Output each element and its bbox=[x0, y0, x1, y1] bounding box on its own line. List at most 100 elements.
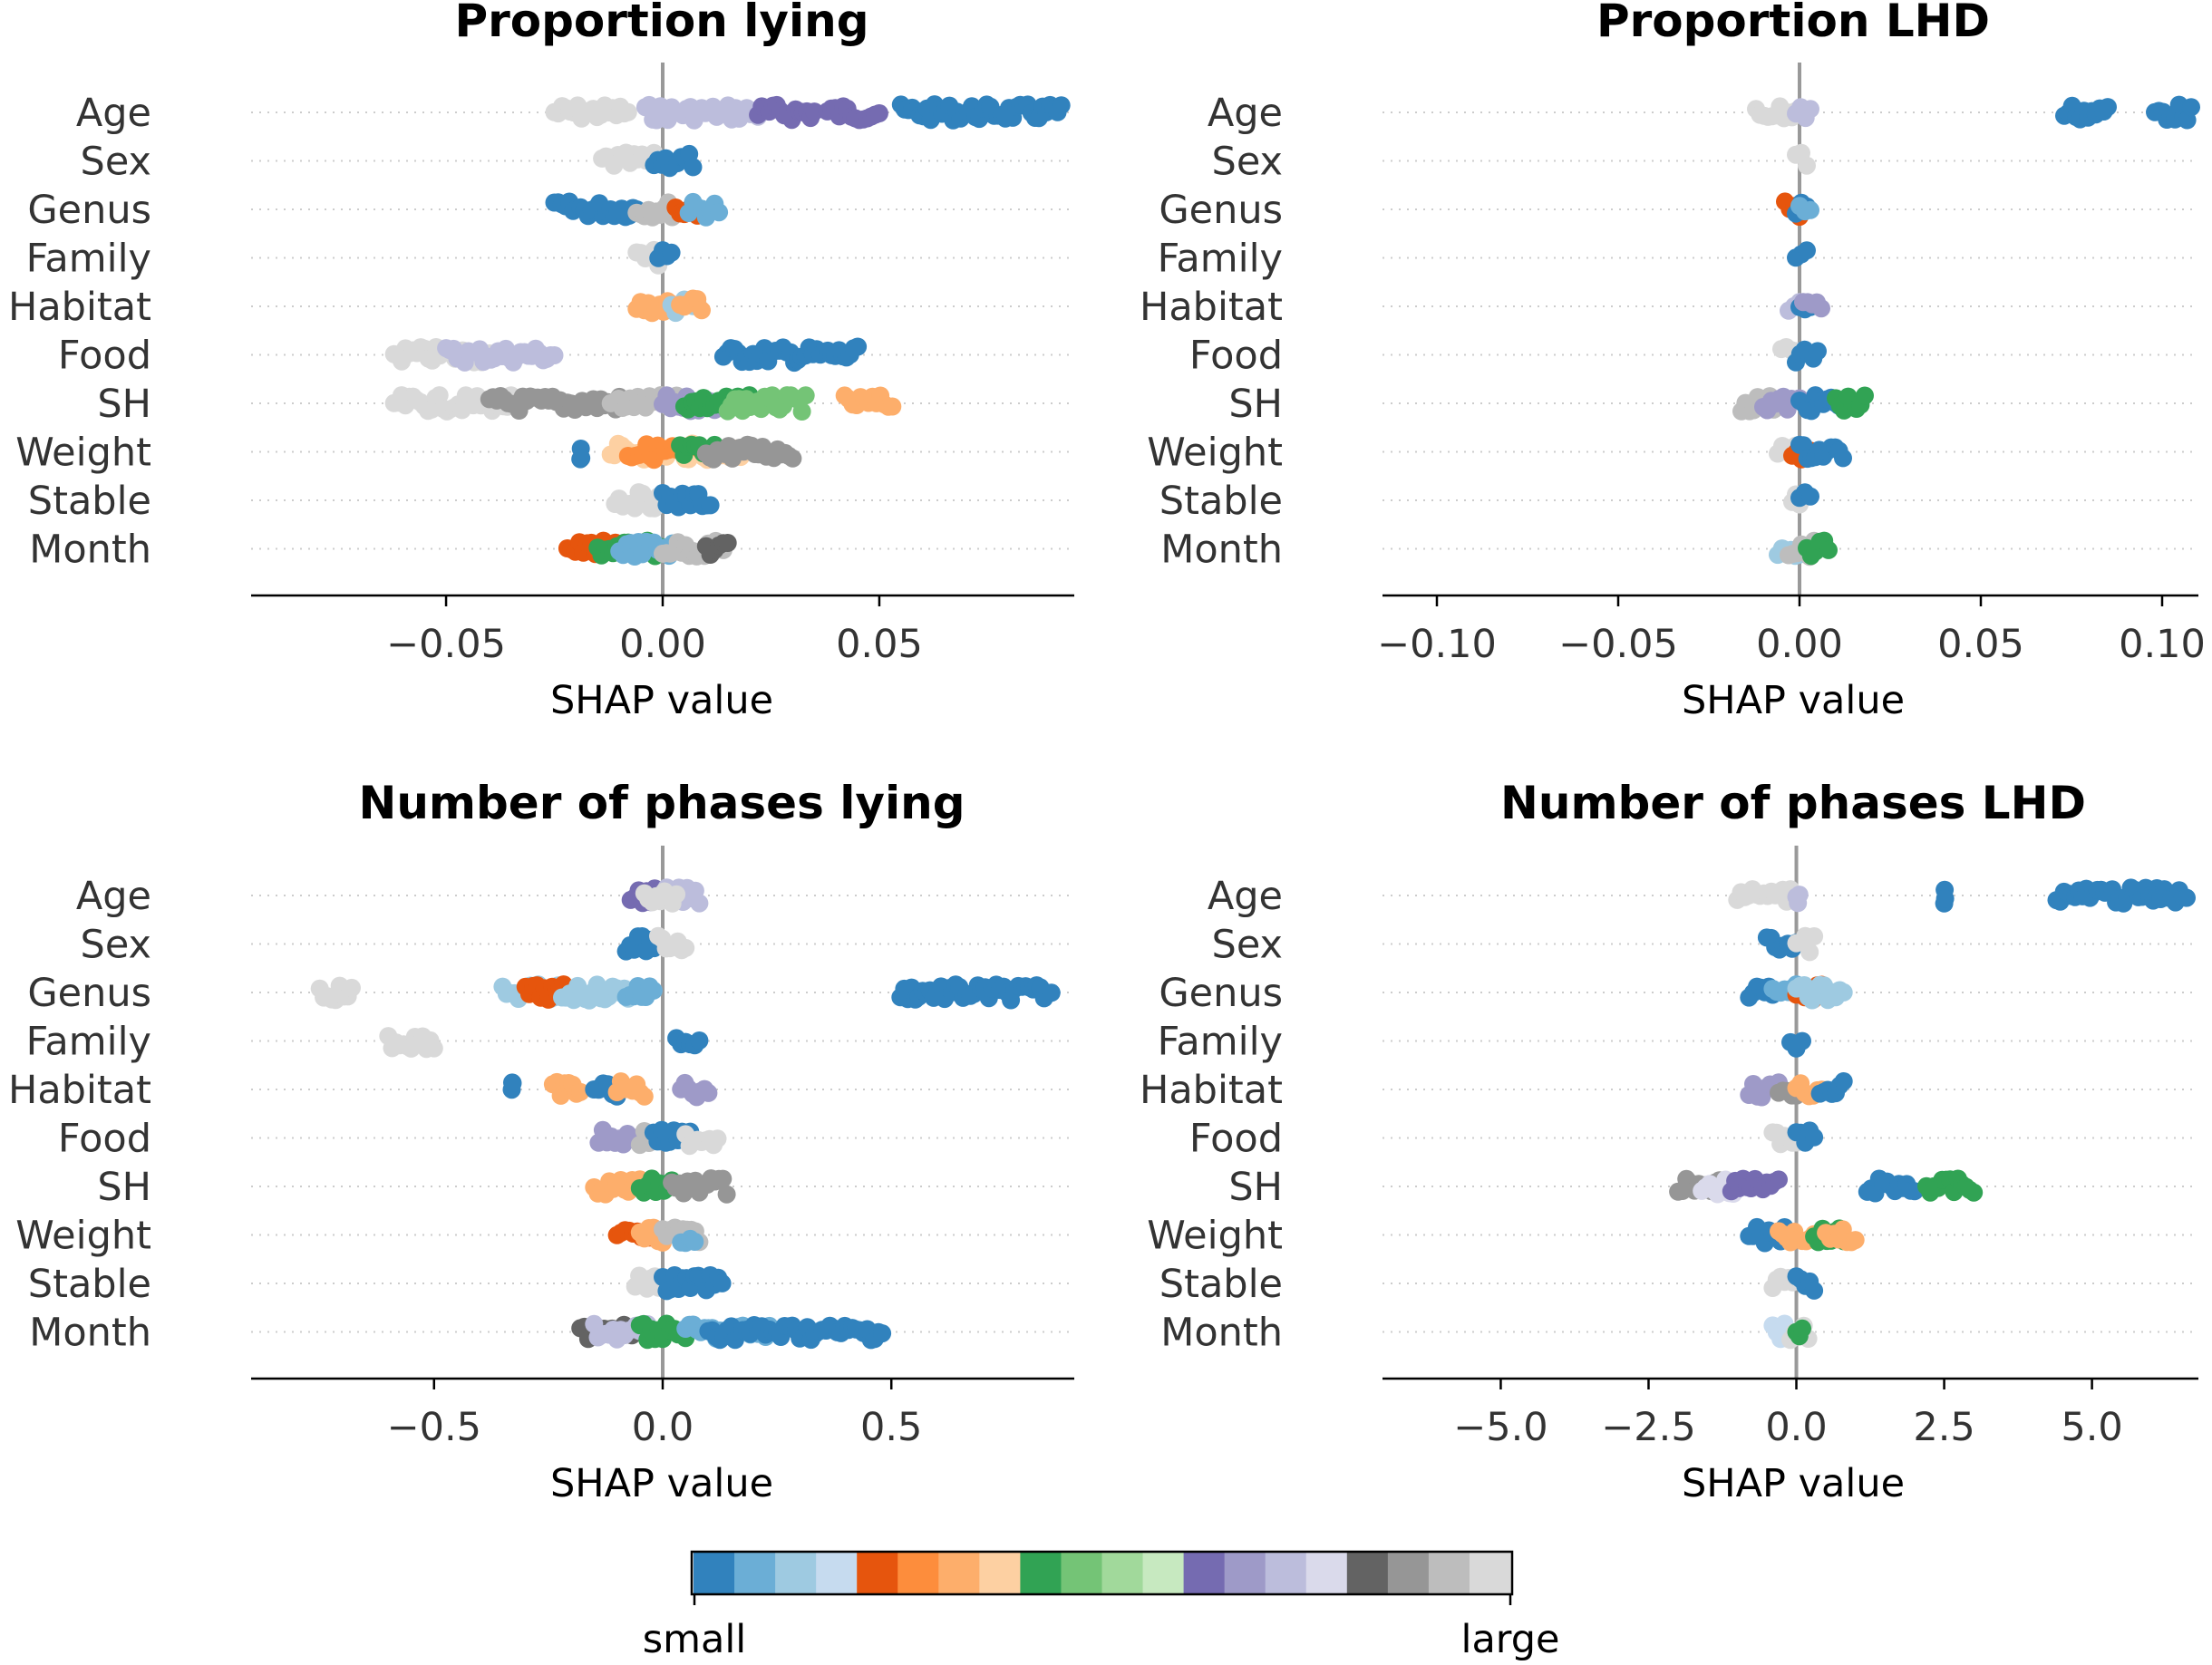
colorbar-swatch bbox=[857, 1553, 898, 1593]
colorbar-swatch bbox=[1224, 1553, 1266, 1593]
shap-point bbox=[718, 534, 737, 552]
colorbar-swatch bbox=[694, 1553, 735, 1593]
x-tick-label: 2.5 bbox=[1913, 1405, 1974, 1450]
x-tick-label: −0.05 bbox=[386, 622, 506, 667]
shap-point bbox=[883, 397, 902, 416]
x-tick-label: 0.00 bbox=[619, 622, 706, 667]
feature-labels: AgeSexGenusFamilyHabitatFoodSHWeightStab… bbox=[8, 91, 151, 573]
colorbar-swatch bbox=[816, 1553, 858, 1593]
x-ticks: −5.0 −2.5 0.0 2.5 5.0 bbox=[1453, 1379, 2123, 1450]
x-tick-label: −2.5 bbox=[1601, 1405, 1695, 1450]
feature-label-sh: SH bbox=[97, 1165, 151, 1210]
panel-title: Proportion lying bbox=[454, 0, 868, 47]
x-axis-label: SHAP value bbox=[550, 678, 773, 723]
colorbar-swatches bbox=[694, 1553, 1511, 1593]
shap-point bbox=[690, 894, 709, 913]
feature-label-family: Family bbox=[26, 1020, 151, 1065]
shap-point bbox=[572, 449, 591, 468]
x-tick-label: 0.0 bbox=[632, 1405, 694, 1450]
shap-point bbox=[503, 1074, 522, 1092]
colorbar-swatch bbox=[734, 1553, 776, 1593]
x-tick-label: 0.05 bbox=[836, 622, 923, 667]
colorbar-swatch bbox=[1387, 1553, 1430, 1593]
shap-point bbox=[1805, 1281, 1824, 1300]
feature-label-food: Food bbox=[1189, 334, 1283, 379]
x-tick-label: 0.05 bbox=[1937, 622, 2024, 667]
feature-label-food: Food bbox=[58, 334, 151, 379]
shap-point bbox=[1801, 200, 1819, 219]
shap-point bbox=[1801, 487, 1819, 506]
feature-label-stable: Stable bbox=[28, 1262, 151, 1307]
colorbar: small large bbox=[643, 1550, 1559, 1662]
feature-label-stable: Stable bbox=[28, 479, 151, 524]
panel-number-of-phases-lying: Number of phases lying AgeSexGenusFamily… bbox=[8, 777, 1074, 1506]
shap-point bbox=[1846, 1231, 1865, 1250]
colorbar-label-small: small bbox=[643, 1617, 747, 1662]
shap-point bbox=[717, 1185, 736, 1204]
x-tick-label: −0.10 bbox=[1377, 622, 1497, 667]
shap-point bbox=[1834, 1072, 1853, 1090]
shap-point bbox=[849, 337, 868, 356]
shap-point bbox=[713, 1273, 732, 1292]
panel-proportion-lhd: Proportion LHD AgeSexGenusFamilyHabitatF… bbox=[1140, 0, 2206, 723]
feature-gridlines bbox=[1382, 895, 2198, 1333]
shap-point bbox=[1042, 983, 1061, 1002]
shap-point bbox=[869, 104, 888, 122]
shap-point bbox=[699, 1083, 718, 1102]
feature-label-habitat: Habitat bbox=[8, 285, 151, 330]
feature-label-sh: SH bbox=[1228, 1165, 1283, 1210]
feature-gridlines bbox=[1382, 111, 2198, 550]
shap-point bbox=[685, 1233, 704, 1251]
colorbar-frame bbox=[690, 1550, 1514, 1596]
x-ticks: −0.10 −0.05 0.00 0.05 0.10 bbox=[1377, 595, 2206, 667]
x-axis-label: SHAP value bbox=[1682, 678, 1905, 723]
shap-point bbox=[545, 346, 564, 364]
shap-point bbox=[343, 978, 361, 997]
shap-point bbox=[1793, 1319, 1811, 1338]
shap-point bbox=[805, 102, 824, 121]
shap-point bbox=[792, 402, 811, 421]
panel-proportion-lying: Proportion lying AgeSexGenusFamilyHabita… bbox=[8, 0, 1074, 723]
x-tick-label: 0.10 bbox=[2119, 622, 2206, 667]
feature-label-habitat: Habitat bbox=[1140, 285, 1283, 330]
shap-point bbox=[662, 243, 681, 262]
x-tick-label: −0.05 bbox=[1558, 622, 1678, 667]
shap-point bbox=[430, 386, 449, 405]
colorbar-swatch bbox=[1020, 1553, 1062, 1593]
feature-label-habitat: Habitat bbox=[8, 1068, 151, 1113]
colorbar-swatch bbox=[1265, 1553, 1307, 1593]
feature-label-food: Food bbox=[1189, 1117, 1283, 1162]
shap-point bbox=[1805, 927, 1824, 945]
shap-point bbox=[618, 102, 637, 121]
feature-label-month: Month bbox=[1160, 1311, 1283, 1356]
colorbar-swatch bbox=[979, 1553, 1021, 1593]
feature-label-month: Month bbox=[1160, 528, 1283, 573]
shap-point bbox=[1793, 1031, 1811, 1050]
shap-point bbox=[1965, 1183, 1984, 1202]
panel-title: Number of phases lying bbox=[358, 777, 965, 829]
shap-point bbox=[1801, 100, 1819, 119]
x-tick-label: 0.0 bbox=[1765, 1405, 1827, 1450]
colorbar-swatch bbox=[1305, 1553, 1348, 1593]
x-ticks: −0.5 0.0 0.5 bbox=[387, 1379, 922, 1450]
shap-point bbox=[1809, 342, 1827, 361]
feature-label-age: Age bbox=[76, 91, 151, 136]
shap-point bbox=[1770, 1170, 1788, 1189]
feature-label-sh: SH bbox=[1228, 382, 1283, 427]
shap-point bbox=[2099, 98, 2117, 117]
feature-label-genus: Genus bbox=[1159, 188, 1283, 233]
shap-point bbox=[667, 885, 686, 904]
shap-point bbox=[2182, 98, 2200, 117]
colorbar-swatch bbox=[1142, 1553, 1185, 1593]
feature-label-stable: Stable bbox=[1159, 479, 1283, 524]
shap-point bbox=[2178, 888, 2196, 907]
x-tick-label: 0.00 bbox=[1756, 622, 1843, 667]
feature-label-genus: Genus bbox=[1159, 971, 1283, 1016]
shap-point bbox=[708, 1129, 727, 1148]
colorbar-swatch bbox=[1101, 1553, 1144, 1593]
feature-label-sex: Sex bbox=[81, 140, 151, 185]
feature-label-sex: Sex bbox=[81, 923, 151, 968]
shap-point bbox=[796, 386, 815, 405]
shap-point bbox=[1798, 156, 1816, 175]
